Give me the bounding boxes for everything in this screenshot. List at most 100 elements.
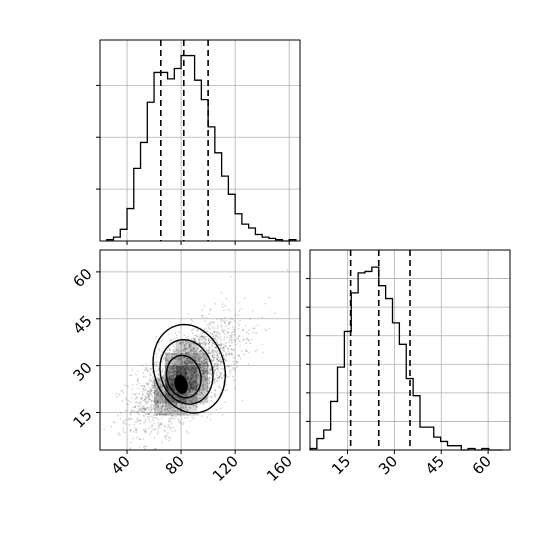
scatter-point	[236, 361, 239, 364]
scatter-point	[194, 354, 197, 356]
scatter-point	[193, 339, 196, 342]
scatter-point	[199, 349, 202, 352]
scatter-point	[136, 412, 139, 415]
scatter-point	[135, 429, 138, 432]
scatter-point	[235, 361, 238, 364]
scatter-point	[198, 365, 201, 367]
scatter-point	[156, 392, 158, 394]
scatter-point	[207, 337, 210, 340]
scatter-point	[218, 376, 221, 379]
scatter-point	[200, 351, 203, 353]
scatter-point	[157, 396, 160, 398]
scatter-point	[165, 438, 168, 440]
scatter-point	[156, 402, 159, 404]
scatter-point	[142, 388, 145, 391]
scatter-point	[184, 362, 186, 365]
scatter-point	[172, 349, 175, 352]
scatter-point	[186, 348, 188, 351]
scatter-point	[186, 364, 189, 366]
scatter-point	[155, 398, 158, 400]
scatter-point	[199, 354, 201, 357]
scatter-point	[218, 332, 221, 334]
scatter-point	[151, 387, 154, 389]
scatter-point	[215, 333, 218, 335]
scatter-point	[201, 369, 204, 372]
scatter-point	[168, 375, 171, 378]
scatter-point	[201, 315, 204, 318]
scatter-point	[178, 357, 181, 360]
scatter-point	[203, 387, 205, 389]
scatter-point	[154, 428, 157, 431]
scatter-point	[234, 333, 236, 336]
scatter-point	[148, 427, 151, 430]
scatter-point	[183, 334, 186, 337]
scatter-point	[167, 423, 170, 426]
scatter-point	[142, 428, 145, 431]
scatter-point	[237, 301, 240, 304]
scatter-point	[139, 420, 141, 422]
scatter-point	[158, 424, 161, 427]
scatter-point	[168, 375, 171, 377]
scatter-point	[153, 400, 155, 403]
scatter-point	[238, 354, 241, 357]
scatter-point	[213, 349, 215, 352]
scatter-point	[144, 395, 147, 398]
scatter-point	[190, 400, 193, 403]
scatter-point	[145, 431, 148, 433]
scatter-point	[144, 389, 146, 392]
scatter-point	[237, 335, 240, 338]
scatter-point	[184, 361, 187, 364]
scatter-point	[134, 393, 137, 396]
scatter-point	[210, 339, 213, 342]
scatter-point	[171, 418, 173, 420]
scatter-point	[243, 353, 245, 356]
scatter-point	[143, 421, 145, 424]
scatter-point	[168, 371, 170, 373]
scatter-point	[233, 387, 236, 390]
scatter-point	[183, 343, 186, 346]
scatter-point	[198, 397, 201, 400]
scatter-point	[198, 374, 201, 377]
scatter-point	[189, 360, 191, 362]
scatter-point	[157, 401, 160, 404]
scatter-point	[185, 352, 187, 355]
scatter-point	[201, 385, 204, 388]
density-cell	[154, 403, 165, 416]
scatter-point	[208, 321, 211, 324]
scatter-point	[167, 371, 170, 374]
scatter-point	[199, 351, 202, 354]
scatter-point	[146, 402, 148, 404]
scatter-point	[201, 309, 204, 312]
scatter-point	[220, 325, 223, 328]
scatter-point	[201, 380, 204, 383]
scatter-point	[209, 413, 212, 416]
scatter-point	[202, 367, 205, 370]
scatter-point	[211, 396, 213, 399]
scatter-point	[144, 400, 147, 403]
scatter-point	[186, 357, 189, 359]
scatter-point	[200, 315, 203, 317]
scatter-point	[200, 401, 203, 404]
density-cell	[175, 353, 187, 366]
scatter-point	[264, 302, 267, 305]
scatter-point	[206, 390, 209, 392]
scatter-point	[197, 360, 200, 363]
scatter-point	[146, 392, 148, 395]
scatter-point	[145, 400, 148, 403]
scatter-point	[216, 362, 219, 365]
scatter-point	[162, 404, 164, 407]
scatter-point	[172, 345, 175, 348]
scatter-point	[199, 365, 202, 368]
scatter-point	[188, 351, 190, 354]
scatter-point	[212, 351, 215, 353]
scatter-point	[179, 357, 182, 360]
scatter-point	[137, 408, 140, 410]
scatter-point	[220, 372, 223, 375]
scatter-point	[171, 411, 174, 414]
scatter-point	[186, 391, 189, 393]
scatter-point	[200, 356, 203, 358]
scatter-point	[145, 382, 148, 385]
scatter-point	[197, 378, 200, 381]
scatter-point	[184, 417, 186, 420]
scatter-point	[129, 429, 132, 432]
